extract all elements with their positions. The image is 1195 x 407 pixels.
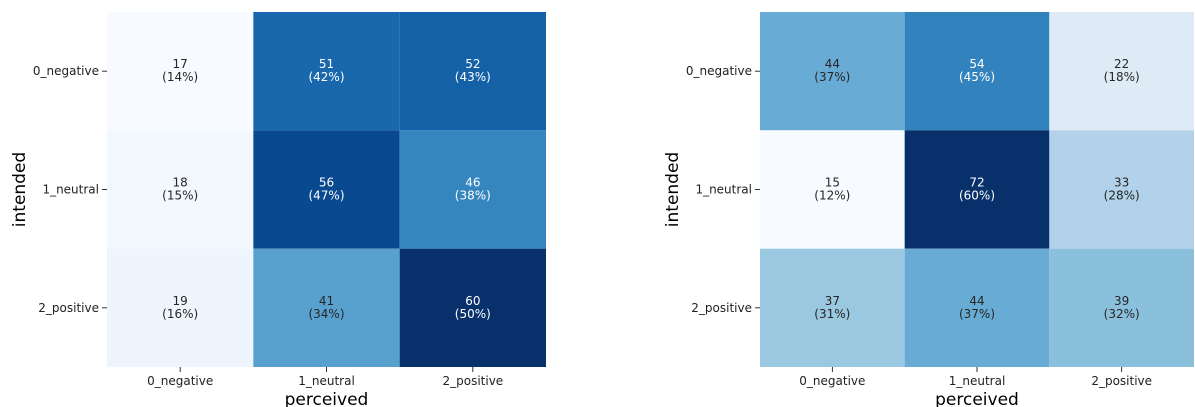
heatmap-1-percent-label-r0-c2: (43%) [455, 70, 491, 84]
heatmap-2-value-label-r2-c2: 39 [1114, 294, 1129, 308]
heatmap-1-value-label-r1-c2: 46 [465, 176, 480, 190]
heatmap-2-x-axis-title: perceived [935, 390, 1019, 407]
heatmap-1-x-axis-title: perceived [285, 390, 369, 407]
heatmap-2-xtick-label-0: 0_negative [799, 374, 865, 388]
heatmap-1-percent-label-r0-c1: (42%) [308, 70, 344, 84]
heatmap-1-value-label-r2-c0: 19 [173, 294, 188, 308]
heatmap-2-value-label-r1-c1: 72 [969, 176, 984, 190]
heatmap-1-cell-r0-c1 [253, 12, 400, 131]
heatmap-1-value-label-r0-c2: 52 [465, 57, 480, 71]
heatmap-1-ytick-label-1: 1_neutral [42, 183, 99, 197]
heatmap-2-percent-label-r1-c2: (28%) [1104, 189, 1140, 203]
heatmap-1-value-label-r2-c1: 41 [319, 294, 334, 308]
heatmap-1-percent-label-r1-c1: (47%) [308, 189, 344, 203]
heatmap-2-value-label-r0-c2: 22 [1114, 57, 1129, 71]
heatmap-1-value-label-r1-c1: 56 [319, 176, 334, 190]
heatmap-2-percent-label-r1-c0: (12%) [814, 189, 850, 203]
heatmap-1-percent-label-r2-c1: (34%) [308, 307, 344, 321]
heatmap-2-cell-r2-c1 [904, 248, 1050, 367]
heatmap-1-cell-r2-c2 [399, 248, 546, 367]
heatmap-2-ytick-label-0: 0_negative [686, 64, 752, 78]
heatmap-1-value-label-r1-c0: 18 [173, 176, 188, 190]
heatmap-1-percent-label-r1-c2: (38%) [455, 189, 491, 203]
heatmap-2-value-label-r1-c0: 15 [825, 176, 840, 190]
heatmap-2-cell-r2-c2 [1049, 248, 1194, 367]
heatmap-2-value-label-r2-c0: 37 [825, 294, 840, 308]
heatmap-1-ytick-label-0: 0_negative [33, 64, 99, 78]
heatmap-2-y-axis-title: intended [663, 152, 683, 227]
heatmap-1-cell-r0-c0 [107, 12, 254, 131]
heatmap-2-cell-r2-c0 [760, 248, 905, 367]
heatmap-2-value-label-r0-c1: 54 [969, 57, 984, 71]
heatmap-2-percent-label-r1-c1: (60%) [959, 189, 995, 203]
heatmap-1-percent-label-r1-c0: (15%) [162, 189, 198, 203]
heatmap-2-value-label-r2-c1: 44 [969, 294, 984, 308]
heatmap-1-cell-r0-c2 [399, 12, 546, 131]
heatmap-2-percent-label-r0-c1: (45%) [959, 70, 995, 84]
heatmap-1-value-label-r0-c1: 51 [319, 57, 334, 71]
heatmap-2-cell-r1-c0 [760, 130, 905, 249]
heatmap-1-cell-r1-c0 [107, 130, 254, 249]
heatmap-2-cell-r0-c2 [1049, 12, 1194, 131]
heatmap-1-cell-r1-c1 [253, 130, 400, 249]
heatmap-1-cell-r1-c2 [399, 130, 546, 249]
heatmap-2-percent-label-r2-c0: (31%) [814, 307, 850, 321]
heatmap-1-value-label-r2-c2: 60 [465, 294, 480, 308]
heatmap-2-value-label-r0-c0: 44 [825, 57, 840, 71]
heatmap-1-percent-label-r2-c0: (16%) [162, 307, 198, 321]
heatmap-2-percent-label-r2-c1: (37%) [959, 307, 995, 321]
heatmap-1-ytick-label-2: 2_positive [38, 301, 99, 315]
heatmap-2-cell-r0-c0 [760, 12, 905, 131]
heatmap-2-cell-r1-c1 [904, 130, 1050, 249]
heatmap-2-xtick-label-2: 2_positive [1091, 374, 1152, 388]
heatmap-1-percent-label-r2-c2: (50%) [455, 307, 491, 321]
heatmap-2-xtick-label-1: 1_neutral [949, 374, 1006, 388]
heatmap-1-xtick-label-0: 0_negative [147, 374, 213, 388]
heatmap-1-y-axis-title: intended [10, 152, 30, 227]
heatmap-2-ytick-label-2: 2_positive [691, 301, 752, 315]
heatmap-2-percent-label-r0-c0: (37%) [814, 70, 850, 84]
heatmap-2-percent-label-r2-c2: (32%) [1104, 307, 1140, 321]
heatmap-2-cell-r0-c1 [904, 12, 1050, 131]
heatmap-1-percent-label-r0-c0: (14%) [162, 70, 198, 84]
heatmap-1-xtick-label-2: 2_positive [442, 374, 503, 388]
heatmap-2-percent-label-r0-c2: (18%) [1104, 70, 1140, 84]
heatmap-1-cell-r2-c0 [107, 248, 254, 367]
heatmap-2-cell-r1-c2 [1049, 130, 1194, 249]
heatmap-1-value-label-r0-c0: 17 [173, 57, 188, 71]
heatmap-1-xtick-label-1: 1_neutral [298, 374, 355, 388]
heatmap-1-cell-r2-c1 [253, 248, 400, 367]
heatmap-2-ytick-label-1: 1_neutral [695, 183, 752, 197]
heatmap-2-value-label-r1-c2: 33 [1114, 176, 1129, 190]
